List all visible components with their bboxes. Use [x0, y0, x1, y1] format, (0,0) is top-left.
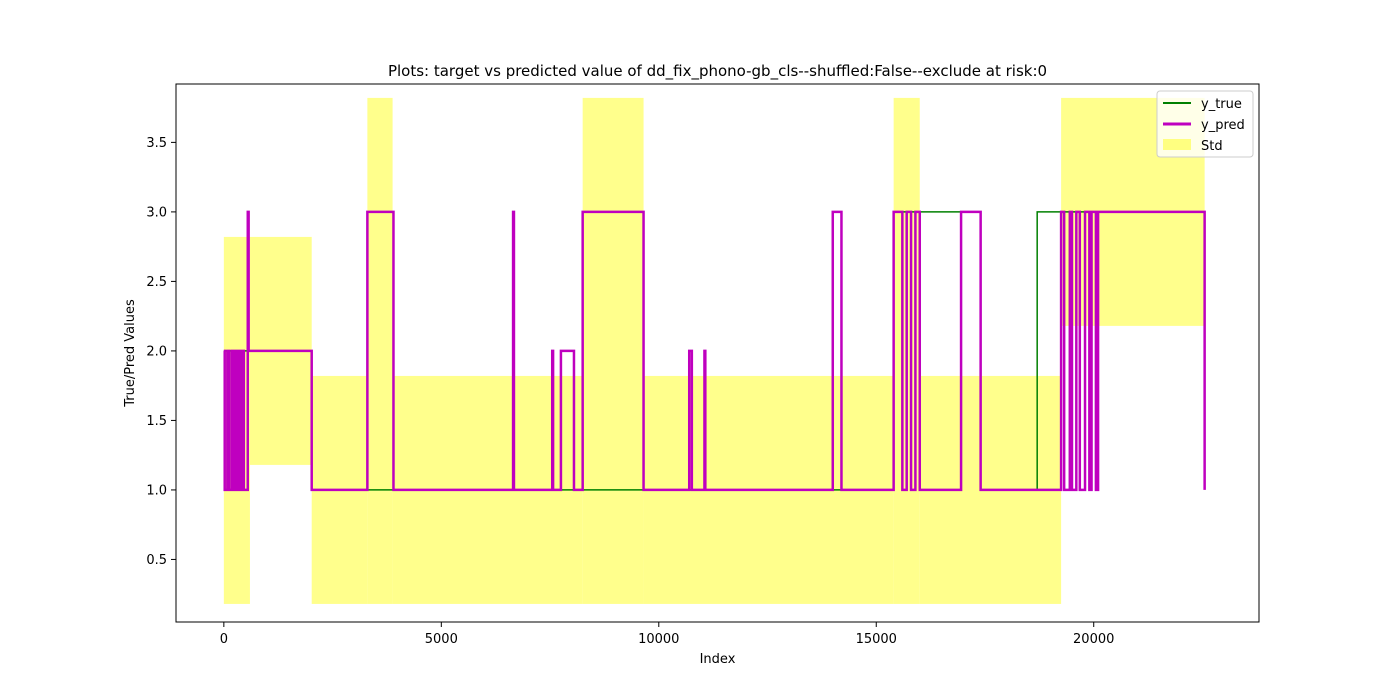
y-tick-label: 1.0: [146, 483, 167, 498]
legend-label-y-pred: y_pred: [1201, 118, 1245, 133]
y-tick-label: 2.0: [146, 344, 167, 359]
std-band-segment-3: [367, 97, 393, 604]
y-tick-label: 3.0: [146, 205, 167, 220]
std-band-segment-5: [582, 97, 644, 604]
x-axis-label: Index: [700, 652, 736, 667]
y-axis-ticks: 0.5 1.0 1.5 2.0 2.5 3.0 3.5: [146, 136, 176, 568]
legend-label-std: Std: [1201, 139, 1223, 154]
x-tick-label: 5000: [425, 632, 458, 647]
y-tick-label: 3.5: [146, 136, 167, 151]
y-tick-label: 2.5: [146, 275, 167, 290]
plot-frame: [175, 83, 1260, 623]
chart-title: Plots: target vs predicted value of dd_f…: [388, 62, 1047, 81]
y-axis-label: True/Pred Values: [123, 299, 138, 408]
series-line-layer: [223, 210, 1206, 492]
y-tick-label: 0.5: [146, 553, 167, 568]
legend-label-y-true: y_true: [1201, 97, 1242, 112]
plot-area: [223, 97, 1206, 604]
legend-swatch-std: [1163, 139, 1191, 150]
x-tick-label: 10000: [638, 632, 679, 647]
legend: y_true y_pred Std: [1156, 90, 1254, 158]
y-tick-label: 1.5: [146, 414, 167, 429]
x-tick-label: 15000: [856, 632, 897, 647]
x-axis-ticks: 0 5000 10000 15000 20000: [220, 622, 1114, 647]
x-tick-label: 20000: [1073, 632, 1114, 647]
x-tick-label: 0: [220, 632, 228, 647]
series-line-y-pred: [223, 210, 1206, 492]
